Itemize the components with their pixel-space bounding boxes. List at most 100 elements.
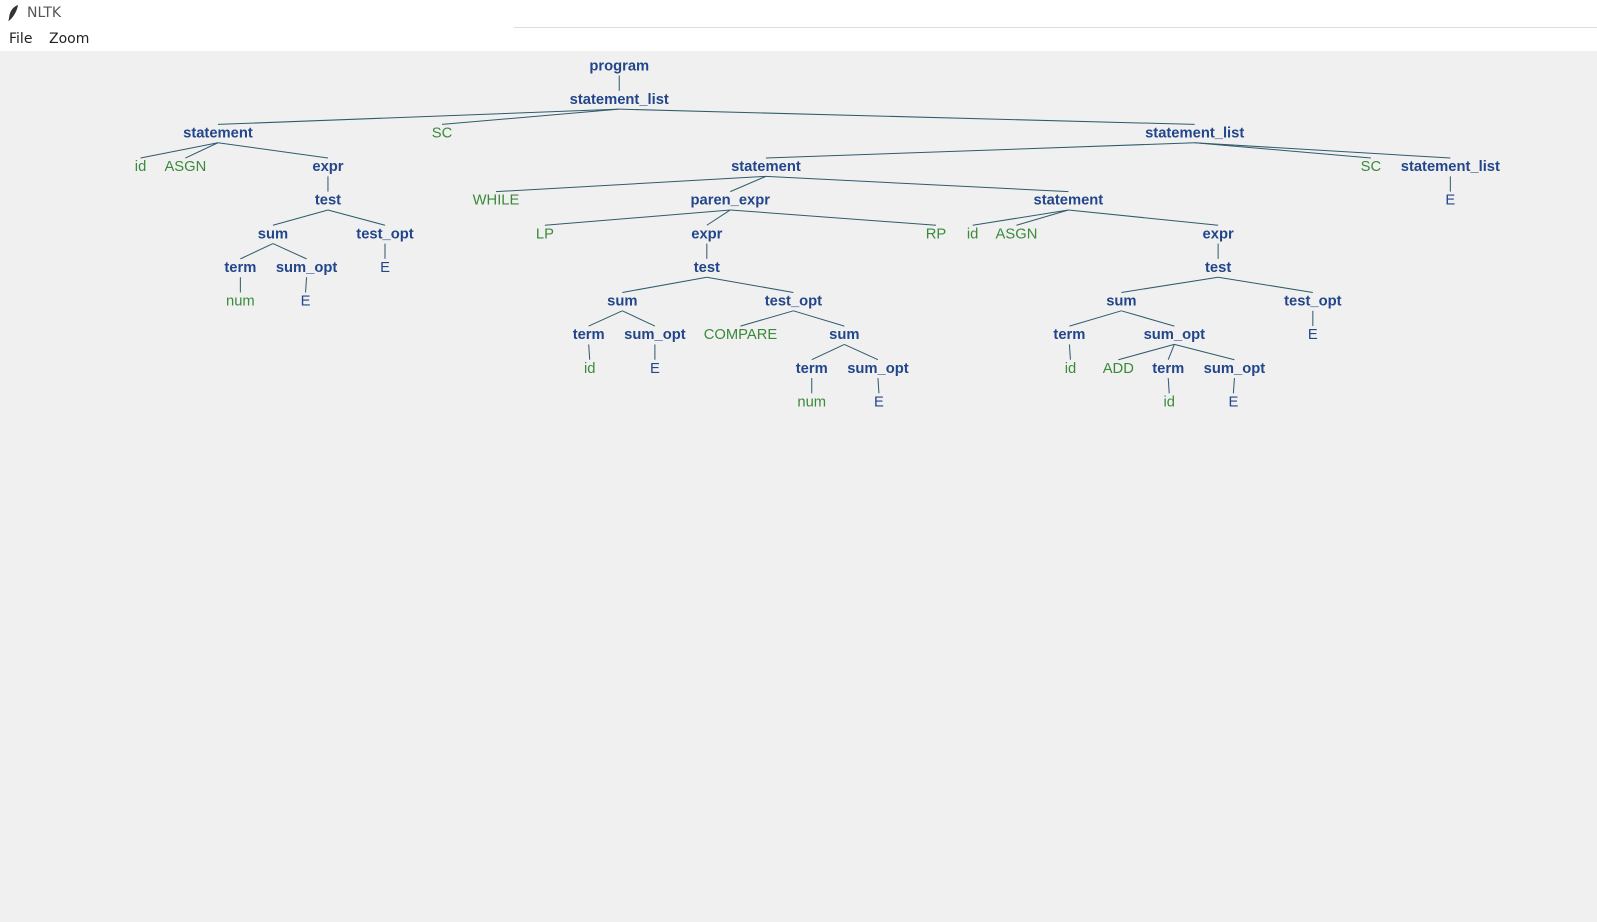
nonterminal-node: expr [312, 159, 343, 175]
tree-edge [217, 108, 620, 125]
menu-bar: File Zoom [0, 28, 1597, 51]
nonterminal-node: paren_expr [690, 193, 770, 209]
terminal-node: num [226, 294, 255, 310]
nonterminal-node: term [1152, 361, 1184, 377]
tree-edge [765, 142, 1195, 159]
tree-edge [1174, 343, 1235, 361]
tree-edge [272, 243, 307, 260]
nonterminal-node: test_opt [356, 226, 413, 242]
nonterminal-node: E [874, 394, 884, 410]
nonterminal-node: test [315, 193, 341, 209]
tree-edge [217, 142, 329, 159]
tree-edge [1167, 344, 1175, 360]
nonterminal-node: test_opt [765, 294, 822, 310]
tree-edge [441, 108, 620, 125]
terminal-node: id [135, 159, 146, 175]
tree-edge [1068, 344, 1071, 360]
nonterminal-node: statement [731, 159, 801, 175]
nonterminal-node: sum [1106, 294, 1136, 310]
tree-edge [185, 142, 219, 159]
tree-edge [1232, 377, 1235, 394]
nonterminal-node: E [301, 294, 311, 310]
tree-edge [544, 209, 731, 226]
nonterminal-node: term [1053, 327, 1085, 343]
nonterminal-node: term [573, 327, 605, 343]
tree-edge [1194, 142, 1451, 159]
tree-edge [793, 310, 845, 327]
tree-edge [622, 310, 656, 327]
tree-edge [327, 209, 386, 226]
tree-edge [765, 175, 1069, 193]
tree-edge [1121, 310, 1175, 327]
parse-tree: program statement_list statement SC statemen… [135, 58, 1500, 410]
tree-edge [706, 276, 794, 293]
tree-edge [706, 209, 731, 226]
nonterminal-node: sum [607, 294, 637, 310]
nonterminal-node: sum_opt [1204, 361, 1266, 377]
nonterminal-node: statement [1034, 193, 1104, 209]
nonterminal-node: statement_list [1145, 125, 1244, 141]
tree-edge [305, 277, 308, 293]
nonterminal-node: expr [1203, 226, 1234, 242]
tree-edge [622, 276, 707, 293]
tree-edge [1194, 142, 1371, 159]
tree-canvas: program statement_list statement SC statemen… [0, 51, 1597, 922]
tree-edge [1167, 377, 1170, 394]
nonterminal-node: test [694, 260, 720, 276]
tree-edge [588, 344, 591, 360]
nonterminal-node: term [224, 260, 256, 276]
terminal-node: RP [926, 226, 947, 242]
nonterminal-node: statement [183, 125, 253, 141]
nonterminal-node: program [589, 58, 649, 74]
app-icon [8, 5, 18, 21]
window-title: NLTK [27, 5, 62, 21]
terminal-node: SC [432, 125, 453, 141]
nonterminal-node: sum_opt [847, 361, 909, 377]
tree-edge [1118, 343, 1175, 361]
nonterminal-node: E [1228, 394, 1238, 410]
tree-edge [811, 343, 845, 361]
tree-edge [1016, 209, 1069, 226]
tree-edge [972, 209, 1069, 226]
terminal-node: ASGN [164, 159, 206, 175]
nonterminal-node: E [1308, 327, 1318, 343]
nonterminal-node: sum_opt [1144, 327, 1206, 343]
nonterminal-node: test [1205, 260, 1231, 276]
tree-edge [1218, 276, 1313, 293]
terminal-node: id [1163, 394, 1174, 410]
nonterminal-node: E [1445, 193, 1455, 209]
tree-edge [588, 310, 623, 327]
menu-item[interactable]: Zoom [49, 31, 90, 47]
nonterminal-node: E [380, 260, 390, 276]
tree-edge [730, 175, 767, 193]
nonterminal-node: sum_opt [276, 260, 338, 276]
nonterminal-node: sum [258, 226, 288, 242]
terminal-node: LP [536, 226, 554, 242]
nonterminal-node: expr [691, 226, 722, 242]
tree-edge [1121, 276, 1219, 293]
tree-edge [272, 209, 329, 226]
tree-edge [240, 243, 274, 260]
tree-edge [730, 209, 937, 226]
tree-edge [140, 142, 219, 159]
tree-edge [619, 108, 1195, 125]
tree-edge [495, 175, 766, 193]
terminal-node: id [584, 361, 595, 377]
tree-edge [740, 310, 794, 327]
terminal-node: ASGN [996, 226, 1038, 242]
tree-edge [877, 377, 880, 394]
nonterminal-node: term [796, 361, 828, 377]
nonterminal-node: sum_opt [624, 327, 686, 343]
title-bar: NLTK [0, 0, 1597, 27]
terminal-node: id [967, 226, 978, 242]
terminal-node: COMPARE [704, 327, 778, 343]
menu-item[interactable]: File [9, 31, 33, 47]
nonterminal-node: E [650, 361, 660, 377]
terminal-node: ADD [1103, 361, 1134, 377]
tree-edge [1069, 310, 1122, 327]
tree-edge [844, 343, 879, 361]
terminal-node: num [797, 394, 826, 410]
nonterminal-node: statement_list [570, 92, 669, 108]
nonterminal-node: test_opt [1284, 294, 1341, 310]
